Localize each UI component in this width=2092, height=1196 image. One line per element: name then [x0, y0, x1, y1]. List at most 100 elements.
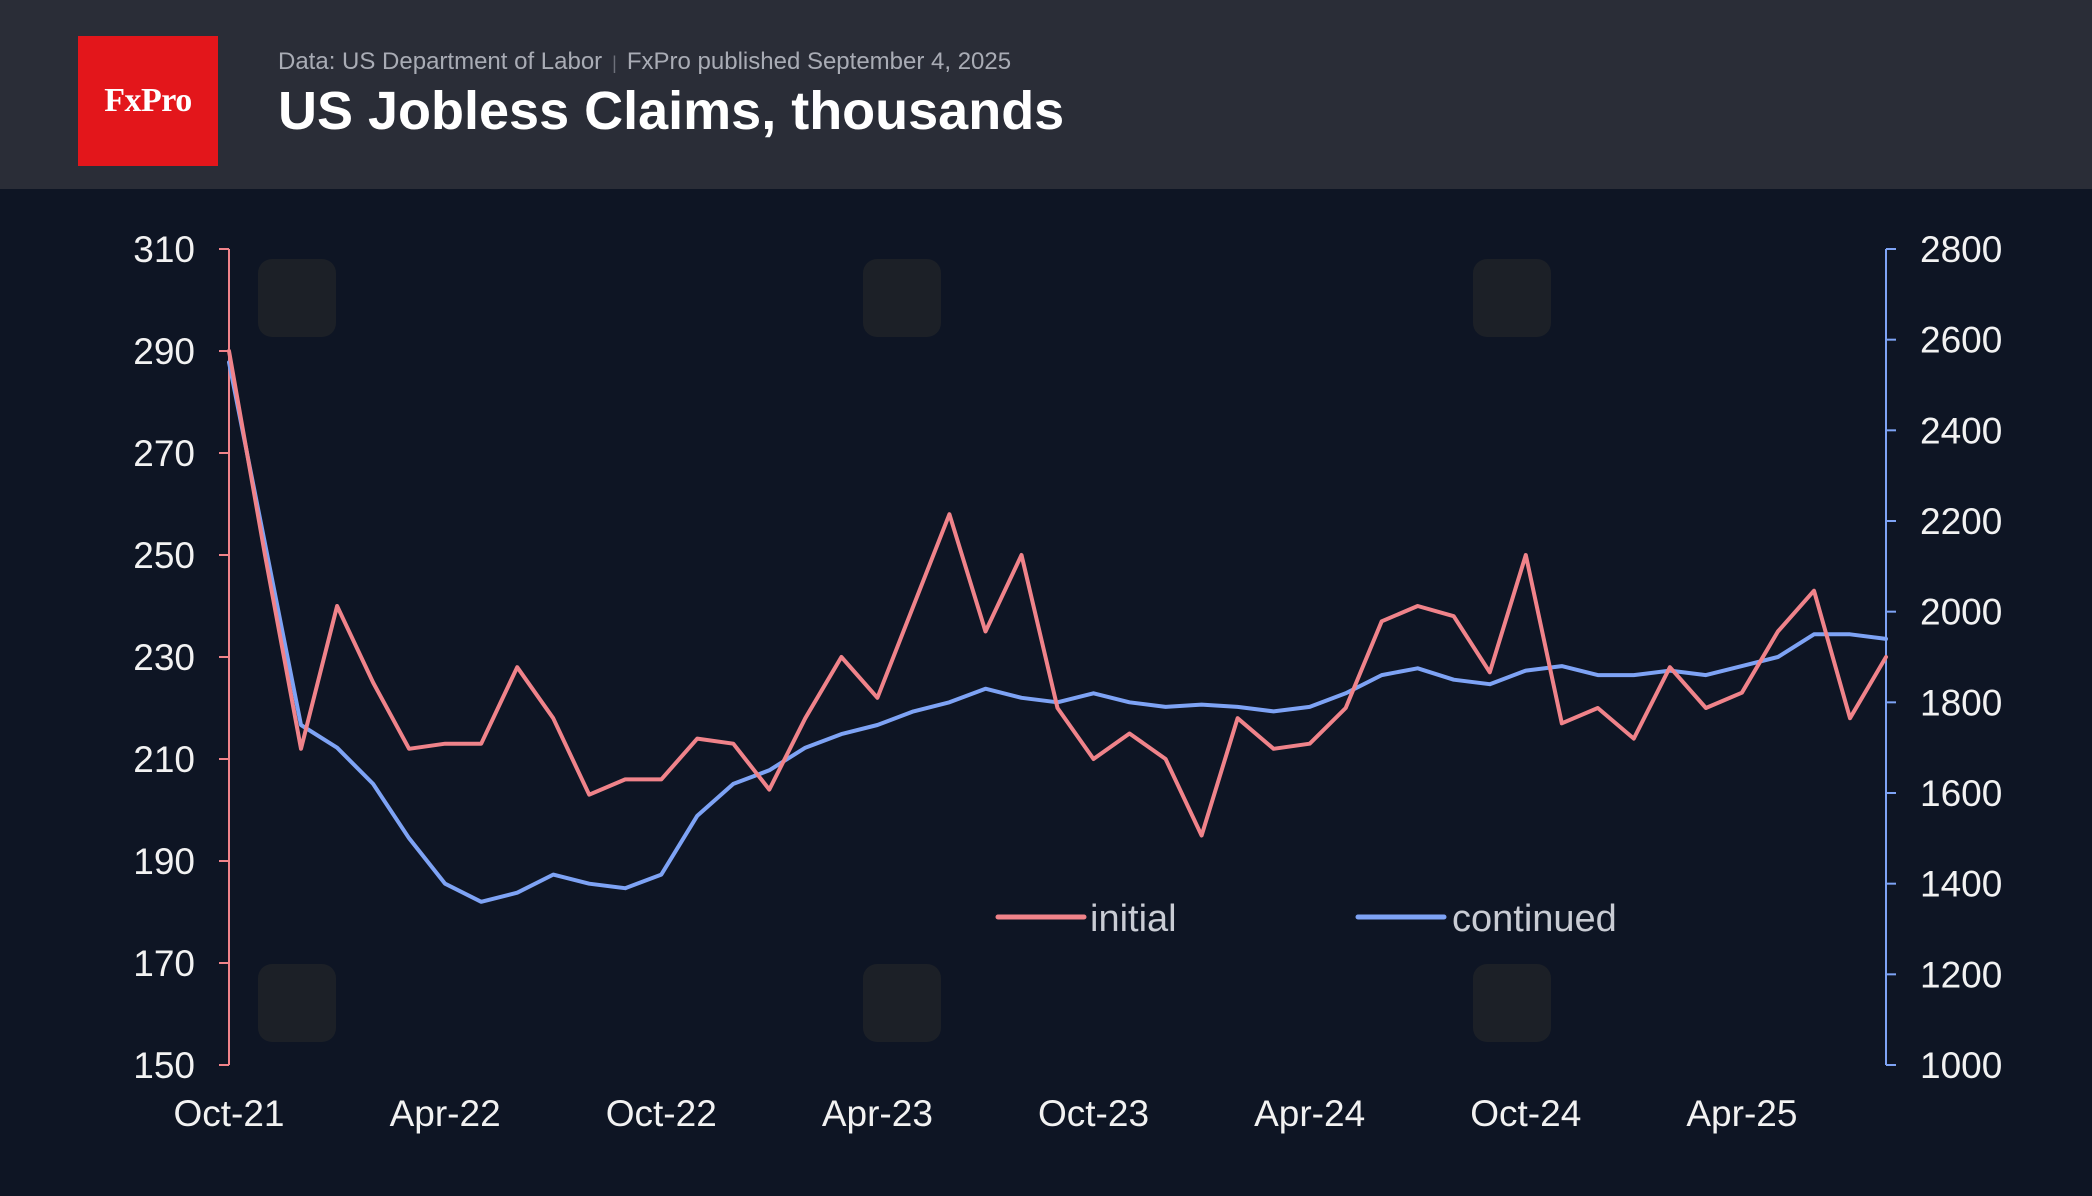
right-tick-label: 1400 — [1920, 864, 2002, 905]
data-point-initial — [839, 655, 843, 659]
data-point-continued — [1200, 703, 1204, 707]
data-point-initial — [1272, 747, 1276, 751]
fxpro-logo: FxPro — [78, 36, 218, 166]
data-point-initial — [1812, 589, 1816, 593]
series-line-initial — [227, 349, 1888, 838]
data-point-continued — [1884, 637, 1888, 641]
data-point-continued — [1344, 691, 1348, 695]
legend-label-continued: continued — [1452, 898, 1617, 940]
logo-text: FxPro — [104, 82, 192, 119]
data-point-continued — [1524, 669, 1528, 673]
data-point-initial — [1452, 614, 1456, 618]
data-point-initial — [659, 777, 663, 781]
right-tick-label: 2800 — [1920, 229, 2002, 270]
data-point-continued — [1740, 664, 1744, 668]
data-point-continued — [984, 687, 987, 691]
data-point-initial — [407, 747, 411, 751]
published-date: FxPro published September 4, 2025 — [626, 48, 1012, 75]
right-tick-label: 2400 — [1920, 410, 2002, 451]
data-point-continued — [623, 886, 627, 890]
data-point-initial — [911, 604, 915, 608]
data-point-continued — [1812, 632, 1816, 636]
data-point-initial — [263, 553, 267, 557]
right-tick-label: 1800 — [1920, 682, 2002, 723]
chart-header: FxPro Data: US Department of Labor | FxPro… — [0, 0, 2092, 189]
data-point-initial — [695, 737, 699, 741]
data-point-initial — [551, 716, 555, 720]
data-point-initial — [1092, 757, 1095, 761]
jobless-claims-chart: 150 170 190 210 230 250 270 290 310 1000 1200 1400 1… — [133, 229, 2002, 1134]
watermarks — [258, 259, 1551, 1042]
data-point-continued — [767, 768, 771, 772]
data-point-continued — [875, 723, 879, 727]
left-tick-label: 250 — [133, 535, 195, 576]
data-point-continued — [659, 873, 663, 877]
data-point-initial — [1344, 706, 1348, 710]
data-point-continued — [947, 700, 951, 704]
data-point-initial — [1524, 553, 1528, 557]
data-point-continued — [1092, 691, 1095, 695]
x-tick-label: Oct-23 — [1038, 1093, 1149, 1134]
data-point-initial — [299, 747, 303, 751]
data-point-initial — [1560, 721, 1564, 725]
right-tick-label: 2600 — [1920, 320, 2002, 361]
data-point-continued — [1272, 709, 1276, 713]
data-point-continued — [1596, 673, 1600, 677]
left-tick-label: 290 — [133, 331, 195, 372]
data-point-initial — [1200, 834, 1204, 837]
data-point-initial — [443, 742, 447, 746]
data-point-continued — [803, 746, 807, 750]
right-tick-label: 1000 — [1920, 1045, 2002, 1086]
chart-legend: initial continued — [995, 898, 1617, 940]
data-point-continued — [1020, 696, 1023, 700]
data-point-initial — [1128, 732, 1131, 735]
data-point-initial — [1416, 604, 1420, 608]
x-tick-label: Apr-25 — [1686, 1093, 1797, 1134]
data-point-continued — [1560, 664, 1564, 668]
data-point-continued — [407, 836, 411, 840]
watermark-logo — [1473, 964, 1551, 1042]
data-point-continued — [1128, 700, 1131, 704]
data-point-initial — [731, 742, 735, 746]
data-point-initial — [803, 716, 807, 720]
data-point-continued — [731, 782, 735, 786]
data-point-initial — [1380, 619, 1384, 623]
data-point-continued — [299, 723, 303, 727]
data-point-continued — [587, 882, 591, 886]
right-tick-label: 2000 — [1920, 592, 2002, 633]
data-point-initial — [1848, 716, 1852, 720]
data-point-initial — [1308, 742, 1312, 746]
right-tick-label: 2200 — [1920, 501, 2002, 542]
data-point-continued — [1164, 705, 1168, 709]
legend-label-initial: initial — [1090, 898, 1177, 940]
data-point-initial — [984, 630, 987, 633]
data-point-continued — [1416, 666, 1420, 670]
left-tick-label: 230 — [133, 637, 195, 678]
data-point-continued — [479, 900, 483, 904]
data-point-initial — [1596, 706, 1600, 710]
data-point-continued — [443, 882, 447, 886]
data-point-continued — [695, 814, 699, 818]
data-point-continued — [1632, 673, 1636, 677]
data-point-continued — [515, 891, 519, 895]
chart-title: US Jobless Claims, thousands — [278, 81, 1065, 141]
watermark-logo — [1473, 259, 1551, 337]
data-point-continued — [1236, 705, 1240, 709]
data-point-continued — [839, 732, 843, 736]
left-tick-label: 150 — [133, 1045, 195, 1086]
x-tick-label: Apr-24 — [1254, 1093, 1365, 1134]
data-point-continued — [1380, 673, 1384, 677]
data-point-continued — [551, 873, 555, 877]
left-tick-label: 310 — [133, 229, 195, 270]
data-point-continued — [1452, 678, 1456, 682]
separator-icon: | — [612, 53, 617, 73]
data-point-initial — [1020, 553, 1023, 557]
data-point-initial — [767, 788, 771, 792]
data-point-initial — [371, 681, 375, 684]
data-point-initial — [1488, 670, 1492, 674]
data-point-continued — [371, 782, 375, 786]
data-point-initial — [1164, 757, 1168, 761]
data-point-initial — [1056, 706, 1059, 710]
series-line-continued — [227, 360, 1888, 904]
left-tick-label: 190 — [133, 841, 195, 882]
